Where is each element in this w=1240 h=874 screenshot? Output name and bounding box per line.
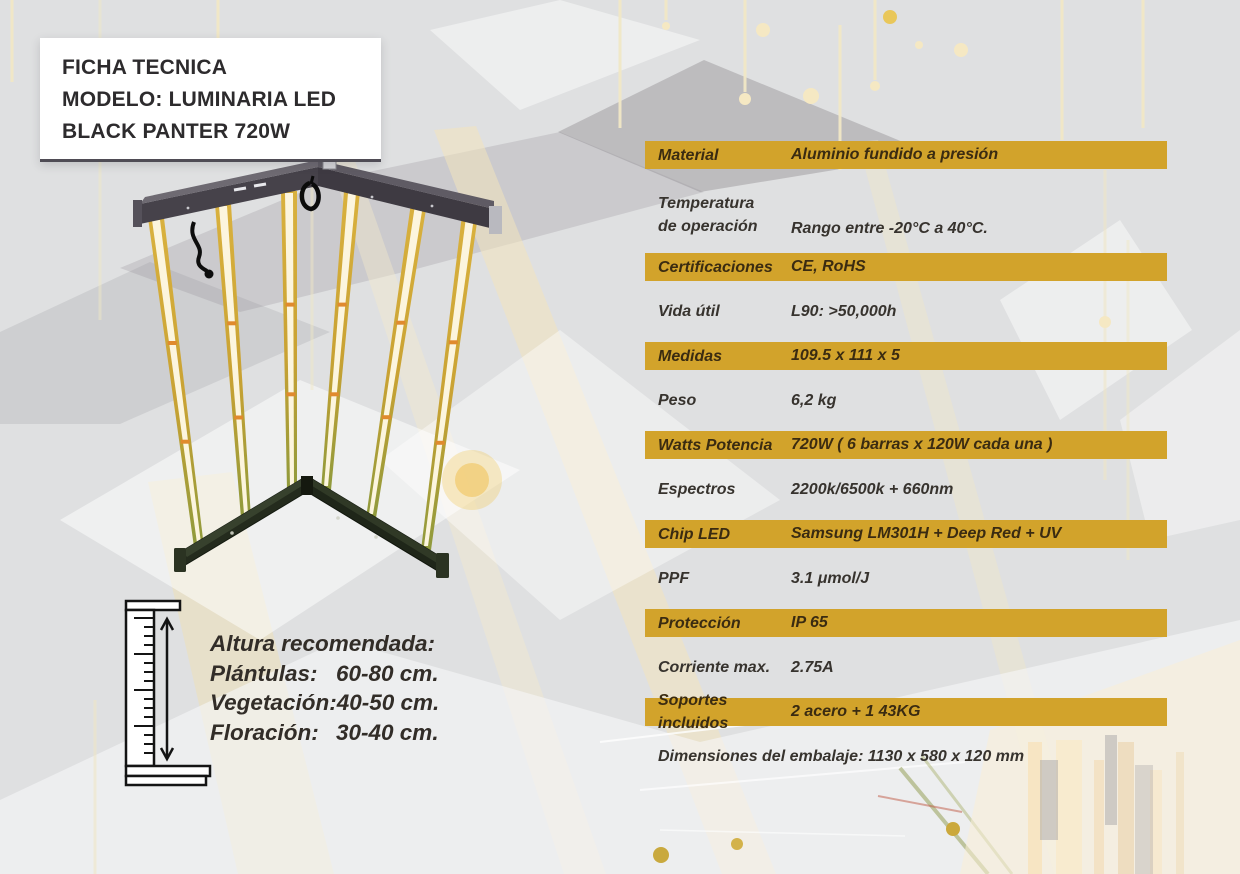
height-value: 30-40 cm. (336, 719, 439, 745)
spec-value: 2.75A (791, 658, 834, 676)
page-title-line1: FICHA TECNICA (62, 56, 228, 79)
spec-label: Corriente max. (658, 659, 771, 676)
spec-label: Material (658, 146, 719, 164)
spec-label: Watts Potencia (658, 436, 773, 454)
spec-label: Dimensiones del embalaje: 1130 x 580 x 1… (658, 747, 1025, 765)
spec-value: L90: >50,000h (791, 302, 897, 320)
spec-row-chip-led: Chip LED Samsung LM301H + Deep Red + UV (645, 520, 1167, 548)
page-title-line2: MODELO: LUMINARIA LED (62, 88, 337, 111)
height-label: Floración: (210, 719, 319, 745)
height-row-plantulas: Plántulas: 60-80 cm. (210, 659, 439, 689)
spec-label: Medidas (658, 347, 723, 365)
spec-value: Aluminio fundido a presión (791, 146, 999, 163)
spec-row-soportes: Soportes incluidos 2 acero + 1 43KG (645, 692, 1167, 732)
spec-label: Soportes incluidos (658, 692, 729, 732)
spec-label: Chip LED (658, 525, 730, 543)
spec-row-espectros: Espectros 2200k/6500k + 660nm (645, 476, 1167, 504)
height-recommendation-title: Altura recomendada: (210, 631, 436, 656)
spec-row-proteccion: Protección IP 65 (645, 609, 1167, 637)
spec-value: 2200k/6500k + 660nm (791, 480, 954, 498)
spec-value: CE, RoHS (791, 258, 866, 275)
page-title-line3: BLACK PANTER 720W (62, 120, 291, 143)
spec-value: 3.1 μmol/J (791, 569, 870, 587)
height-label: Plántulas: (210, 660, 318, 686)
spec-row-ppf: PPF 3.1 μmol/J (645, 565, 1167, 593)
height-value: 40-50 cm. (336, 690, 440, 715)
height-recommendation: Altura recomendada: Plántulas: 60-80 cm. … (210, 629, 439, 747)
spec-row-vida-util: Vida útil L90: >50,000h (645, 298, 1167, 326)
spec-label: Certificaciones (658, 258, 773, 276)
spec-label: Espectros (658, 481, 736, 498)
title-box: FICHA TECNICA MODELO: LUMINARIA LED BLAC… (40, 38, 381, 162)
spec-row-temperatura: Temperatura de operación Rango entre -20… (645, 186, 1167, 239)
height-label: Vegetación: (210, 690, 337, 715)
spec-value: Samsung LM301H + Deep Red + UV (791, 525, 1062, 542)
spec-label: Temperatura de operación (658, 194, 758, 235)
height-row-vegetacion: Vegetación:40-50 cm. (210, 688, 439, 718)
spec-label: PPF (658, 570, 690, 587)
spec-table: Material Aluminio fundido a presión Temp… (645, 141, 1167, 787)
height-value: 60-80 cm. (336, 660, 439, 686)
spec-row-corriente: Corriente max. 2.75A (645, 654, 1167, 682)
spec-value: 6,2 kg (791, 391, 837, 409)
spec-label: Protección (658, 614, 741, 632)
spec-value: 109.5 x 111 x 5 (791, 347, 900, 364)
spec-row-peso: Peso 6,2 kg (645, 387, 1167, 415)
height-row-floracion: Floración: 30-40 cm. (210, 718, 439, 748)
spec-label: Vida útil (658, 303, 720, 320)
spec-row-certificaciones: Certificaciones CE, RoHS (645, 253, 1167, 281)
led-grow-light-photo (133, 150, 502, 578)
spec-row-dimensiones-embalaje: Dimensiones del embalaje: 1130 x 580 x 1… (645, 743, 1167, 771)
spec-row-watts: Watts Potencia 720W ( 6 barras x 120W ca… (645, 431, 1167, 459)
spec-row-material: Material Aluminio fundido a presión (645, 141, 1167, 169)
spec-label: Peso (658, 392, 697, 409)
spec-row-medidas: Medidas 109.5 x 111 x 5 (645, 342, 1167, 370)
spec-value: 2 acero + 1 43KG (791, 703, 921, 720)
spec-value: Rango entre -20°C a 40°C. (791, 219, 988, 237)
ruler-height-icon (124, 599, 212, 787)
spec-value: 720W ( 6 barras x 120W cada una ) (791, 436, 1053, 453)
spec-value: IP 65 (791, 614, 828, 631)
